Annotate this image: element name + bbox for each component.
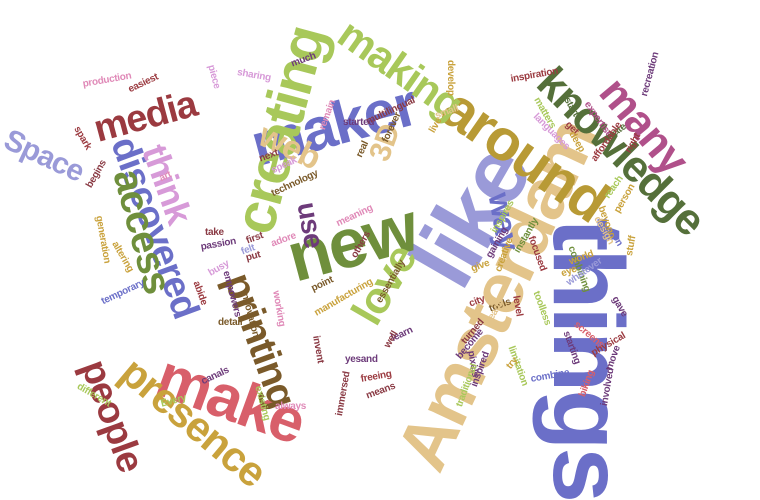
cloud-word: immersed — [334, 370, 353, 417]
cloud-word: detail — [218, 317, 243, 328]
cloud-word: invent — [310, 334, 326, 364]
cloud-word: recreation — [639, 50, 662, 98]
cloud-word: use — [291, 199, 330, 251]
cloud-word: always — [275, 401, 307, 412]
cloud-word: yesand — [345, 354, 378, 365]
cloud-word: production — [81, 70, 133, 90]
cloud-word: media — [89, 83, 201, 151]
cloud-word: put — [244, 249, 262, 264]
cloud-word: piece — [205, 63, 223, 90]
cloud-word: started — [343, 117, 375, 128]
cloud-word: develop — [445, 60, 456, 96]
cloud-word: generation — [93, 214, 113, 265]
cloud-word: means — [364, 380, 397, 402]
cloud-word: spark — [71, 124, 94, 152]
cloud-word: passion — [199, 235, 237, 253]
cloud-word: first — [244, 230, 265, 247]
cloud-word: begins — [84, 158, 109, 190]
cloud-word: take — [205, 227, 224, 238]
